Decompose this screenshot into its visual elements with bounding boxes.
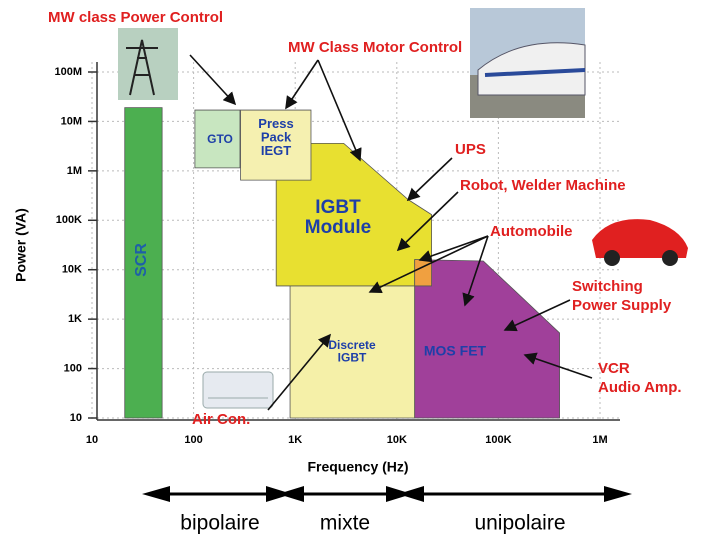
band-label: bipolaire: [180, 512, 259, 535]
band-label: unipolaire: [474, 512, 565, 535]
x-tick-label: 1M: [592, 434, 607, 446]
region-label: IEGT: [261, 143, 291, 158]
region-label: GTO: [207, 132, 233, 146]
annotation: MW Class Motor Control: [288, 39, 462, 56]
region-label: SCR: [133, 243, 150, 277]
car-photo: [592, 219, 688, 266]
region-label: MOS FET: [424, 343, 487, 359]
region-label: Pack: [261, 129, 292, 144]
region: [414, 259, 560, 419]
band-label: mixte: [320, 512, 370, 535]
annotation: Robot, Welder Machine: [460, 177, 626, 194]
annotation: UPS: [455, 141, 486, 158]
annotation: VCR: [598, 360, 630, 377]
x-tick-label: 10K: [387, 434, 407, 446]
region: [124, 107, 163, 419]
power-tower-photo: [118, 28, 178, 100]
regions: SCRGTOIGBTModulePressPackIEGTDiscreteIGB…: [124, 107, 560, 419]
annotation: Audio Amp.: [598, 379, 682, 396]
annotation: Power Supply: [572, 297, 672, 314]
y-tick-label: 1M: [67, 165, 82, 177]
annotation: Automobile: [490, 223, 573, 240]
x-tick-label: 100: [184, 434, 202, 446]
annotation: Switching: [572, 278, 643, 295]
y-tick-label: 100K: [56, 214, 82, 226]
y-tick-label: 10: [70, 412, 82, 424]
region: [194, 109, 241, 169]
y-tick-label: 1K: [68, 313, 82, 325]
region-label: Press: [258, 116, 293, 131]
train-photo: [470, 8, 586, 118]
annotation-arrows: [189, 54, 593, 411]
x-tick-label: 100K: [485, 434, 511, 446]
annotation: Air Con.: [192, 411, 250, 428]
region-label: Module: [305, 217, 372, 238]
air-conditioner-photo: [202, 371, 274, 409]
region-label: Discrete: [328, 338, 376, 352]
y-tick-label: 10M: [61, 115, 82, 127]
annotation: MW class Power Control: [48, 9, 223, 26]
x-tick-label: 10: [86, 434, 98, 446]
y-axis-label: Power (VA): [13, 208, 29, 282]
x-axis-label: Frequency (Hz): [307, 459, 408, 475]
region: [240, 109, 312, 181]
y-tick-label: 10K: [62, 264, 82, 276]
region-label: IGBT: [315, 197, 361, 218]
range-arrows: [142, 486, 632, 502]
x-tick-label: 1K: [288, 434, 302, 446]
region-label: IGBT: [338, 350, 367, 364]
y-tick-label: 100M: [54, 66, 82, 78]
y-tick-label: 100: [64, 362, 82, 374]
